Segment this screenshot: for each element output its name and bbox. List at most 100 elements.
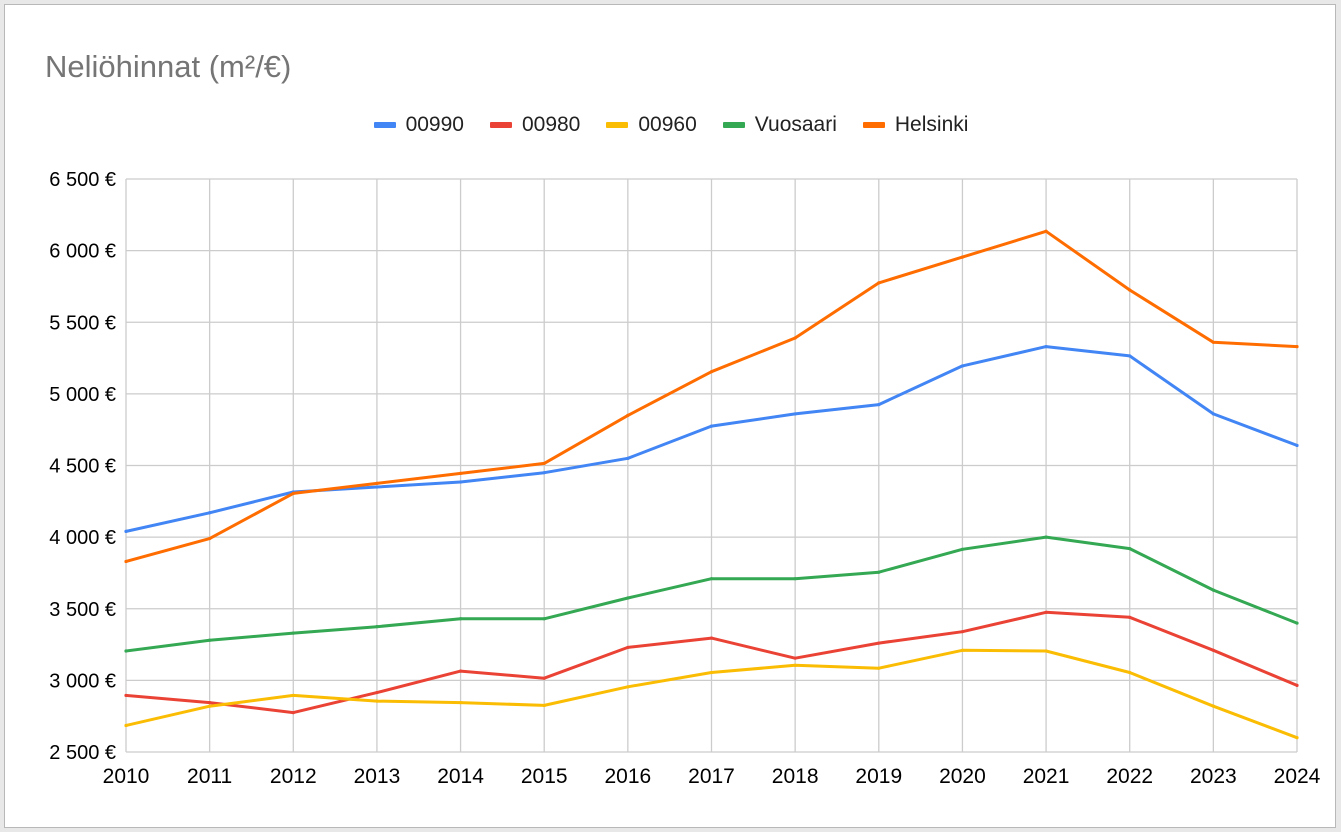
legend-label: 00960 (638, 113, 697, 136)
x-tick-label: 2023 (1190, 765, 1237, 788)
data-point-00960 (709, 670, 714, 675)
data-point-00960 (1128, 670, 1132, 675)
data-point-vuosaari (1295, 621, 1299, 625)
x-tick-label: 2015 (521, 765, 568, 788)
y-tick-label: 4 000 € (49, 527, 116, 549)
data-point-helsinki (1044, 229, 1048, 233)
data-point-00980 (626, 645, 630, 650)
x-tick-label: 2019 (855, 765, 902, 788)
data-point-00990 (124, 529, 128, 533)
data-point-00990 (208, 511, 212, 515)
data-point-00960 (1211, 704, 1215, 708)
data-point-00990 (1211, 412, 1215, 416)
x-tick-label: 2021 (1023, 765, 1070, 788)
legend-label: Vuosaari (754, 113, 837, 136)
data-point-00980 (877, 641, 881, 645)
y-tick-label: 6 500 € (49, 169, 116, 191)
data-point-vuosaari (458, 617, 463, 621)
data-point-00980 (375, 690, 379, 695)
data-point-helsinki (291, 491, 295, 496)
x-tick-label: 2011 (187, 765, 232, 788)
data-point-00960 (877, 666, 881, 670)
y-tick-label: 6 000 € (49, 241, 116, 263)
data-point-00960 (542, 703, 546, 708)
data-point-helsinki (208, 536, 212, 541)
data-point-00990 (375, 485, 379, 489)
data-point-helsinki (626, 413, 630, 417)
y-tick-label: 3 500 € (49, 599, 116, 621)
legend-swatch (862, 122, 885, 128)
data-point-helsinki (375, 481, 379, 486)
data-point-vuosaari (542, 617, 546, 621)
y-tick-label: 4 500 € (49, 456, 116, 478)
data-point-00980 (960, 630, 965, 634)
data-point-vuosaari (793, 577, 797, 581)
data-point-00990 (458, 480, 463, 484)
data-point-00990 (1128, 354, 1132, 358)
data-point-vuosaari (1044, 535, 1048, 539)
x-tick-label: 2024 (1274, 765, 1321, 788)
data-point-00990 (793, 412, 797, 416)
data-point-00960 (1295, 736, 1299, 740)
legend-label: 00990 (405, 113, 464, 136)
data-point-00980 (291, 711, 295, 715)
data-point-00960 (375, 699, 379, 703)
y-tick-label: 5 000 € (49, 384, 116, 406)
data-point-helsinki (1211, 340, 1215, 344)
legend-label: 00980 (521, 113, 581, 136)
data-point-00960 (793, 663, 797, 667)
data-point-00960 (960, 648, 965, 652)
legend-item-vuosaari[interactable]: Vuosaari (722, 113, 837, 137)
legend-item-helsinki[interactable]: Helsinki (862, 113, 969, 137)
data-point-00990 (542, 471, 546, 475)
data-point-helsinki (458, 471, 463, 475)
data-point-00960 (124, 723, 128, 728)
x-tick-label: 2013 (354, 765, 401, 788)
data-point-vuosaari (208, 638, 212, 642)
chart-legend: 00990 00980 00960 Vuosaari Helsinki (5, 113, 1337, 137)
data-point-vuosaari (291, 631, 295, 635)
y-tick-label: 2 500 € (49, 742, 116, 764)
data-point-00990 (1044, 345, 1048, 349)
y-tick-label: 3 000 € (49, 670, 116, 692)
legend-item-00990[interactable]: 00990 (373, 113, 464, 137)
data-point-00990 (626, 456, 630, 460)
data-point-00980 (1295, 683, 1299, 687)
data-point-00960 (458, 700, 463, 705)
data-point-helsinki (960, 255, 965, 259)
legend-item-00980[interactable]: 00980 (489, 113, 581, 137)
data-point-vuosaari (1128, 546, 1132, 551)
x-tick-label: 2020 (939, 765, 986, 788)
x-tick-label: 2014 (437, 765, 484, 788)
legend-swatch (606, 122, 629, 128)
x-tick-label: 2017 (688, 765, 735, 788)
data-point-00980 (458, 669, 463, 673)
data-point-00960 (626, 685, 630, 689)
x-tick-label: 2022 (1106, 765, 1153, 788)
data-point-00980 (124, 693, 128, 698)
data-point-vuosaari (1211, 588, 1215, 592)
data-point-helsinki (542, 461, 546, 465)
line-chart: 2 500 € 3 000 € 3 500 € 4 000 € 4 500 € 5 000… (49, 169, 1321, 788)
data-point-00960 (291, 693, 295, 698)
data-point-00980 (542, 676, 546, 680)
data-point-vuosaari (626, 596, 630, 600)
data-point-00990 (1295, 443, 1299, 448)
x-tick-label: 2010 (103, 765, 150, 788)
x-tick-label: 2018 (772, 765, 819, 788)
data-point-00990 (709, 424, 714, 428)
data-point-vuosaari (375, 625, 379, 629)
data-point-helsinki (1128, 288, 1132, 292)
legend-label: Helsinki (894, 113, 969, 136)
chart-container: Neliöhinnat (m²/€) 00990 00980 00960 Vuo… (4, 4, 1336, 828)
data-point-helsinki (877, 281, 881, 285)
data-point-vuosaari (124, 649, 128, 653)
data-point-00980 (709, 636, 714, 640)
legend-swatch (722, 122, 745, 128)
data-point-00980 (208, 700, 212, 705)
data-point-vuosaari (960, 547, 965, 551)
data-point-00980 (1128, 615, 1132, 619)
legend-item-00960[interactable]: 00960 (606, 113, 697, 137)
chart-title: Neliöhinnat (m²/€) (45, 49, 292, 84)
y-tick-label: 5 500 € (49, 312, 116, 334)
